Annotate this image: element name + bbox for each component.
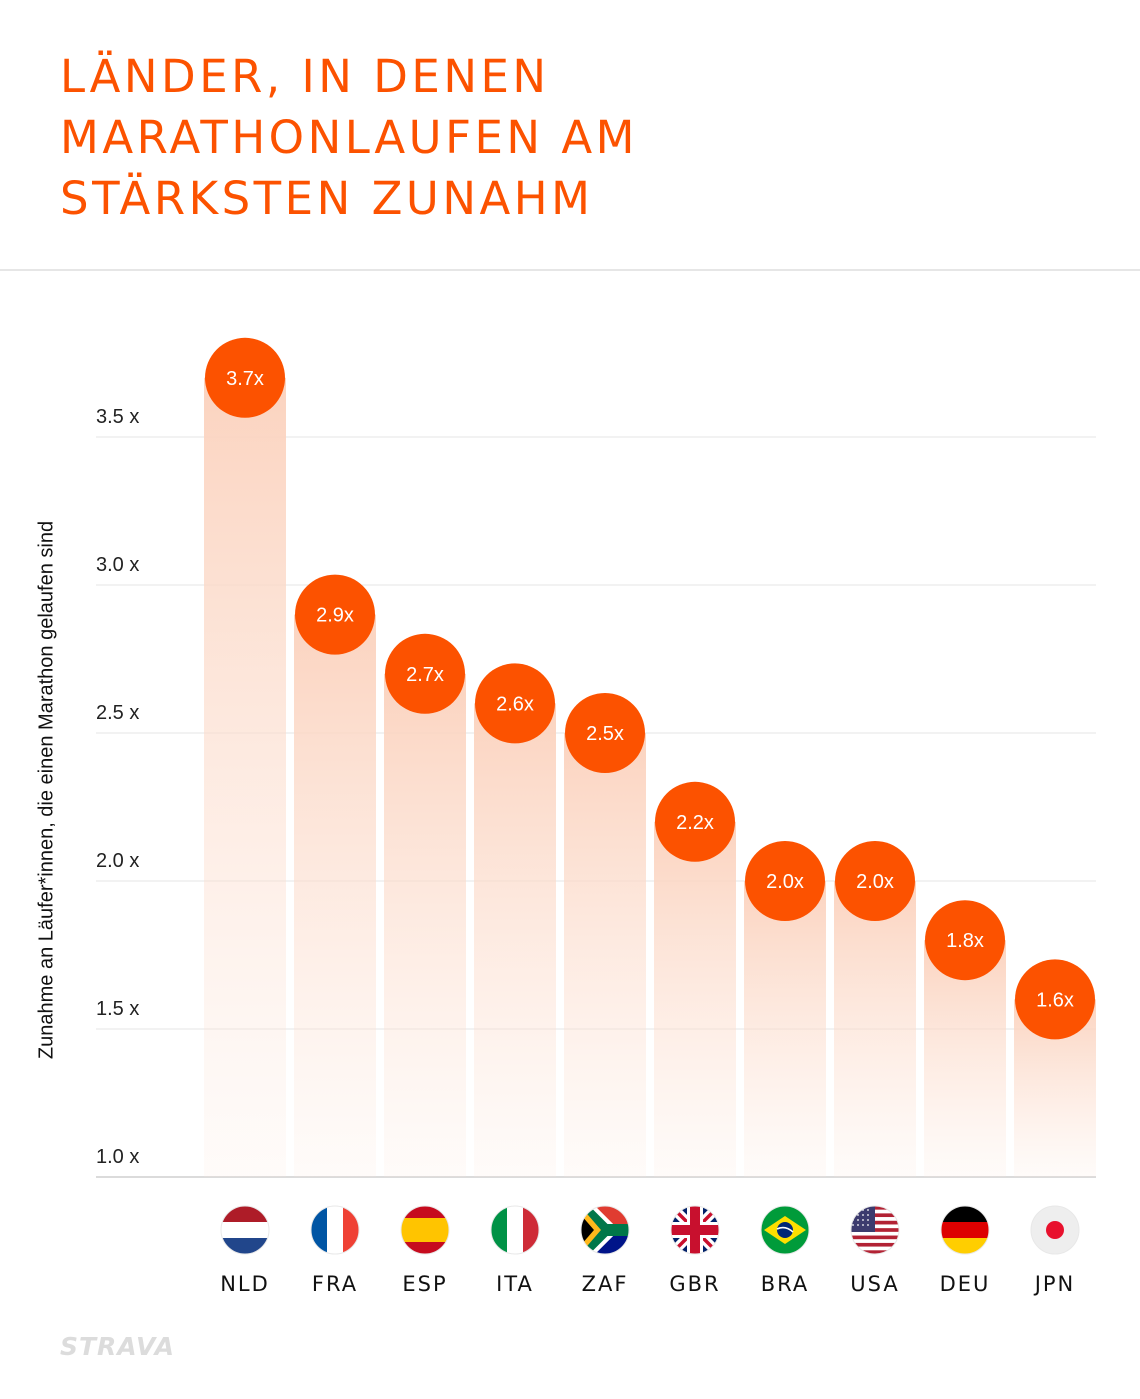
flag-zaf-icon xyxy=(580,1205,630,1255)
value-label: 1.6x xyxy=(1036,989,1074,1011)
bar xyxy=(204,377,286,1177)
value-label: 2.6x xyxy=(496,693,534,715)
country-labels: NLD FRA ESP ITA ZAF GBR BRA USA DEU JPN xyxy=(220,1272,1076,1296)
bar xyxy=(474,703,556,1177)
value-bubble xyxy=(835,841,915,921)
value-bubble xyxy=(295,574,375,655)
y-ticks: 1.0 x 1.5 x 2.0 x 2.5 x 3.0 x 3.5 x xyxy=(96,406,139,1168)
value-label: 2.5x xyxy=(586,723,624,745)
value-bubble xyxy=(385,633,465,714)
country-label: GBR xyxy=(669,1272,720,1296)
bar xyxy=(564,733,646,1177)
value-bubble xyxy=(565,693,645,773)
value-label: 1.8x xyxy=(946,930,984,952)
country-label: DEU xyxy=(940,1272,991,1296)
country-label: NLD xyxy=(220,1272,270,1296)
bar xyxy=(654,821,736,1177)
value-bubble xyxy=(1015,959,1095,1040)
y-tick-label: 2.5 x xyxy=(96,702,139,724)
value-label: 2.7x xyxy=(406,664,444,686)
country-label: ITA xyxy=(496,1272,534,1296)
flag-jpn-icon xyxy=(1030,1205,1080,1255)
value-bubble xyxy=(655,781,735,862)
y-tick-label: 1.5 x xyxy=(96,998,139,1020)
bar xyxy=(384,673,466,1177)
country-label: FRA xyxy=(312,1272,358,1296)
y-tick-label: 2.0 x xyxy=(96,850,139,872)
value-bubble xyxy=(205,337,285,418)
bar xyxy=(744,881,826,1177)
value-label: 2.0x xyxy=(856,871,894,893)
value-bubbles: 3.7x 2.9x 2.7x 2.6x 2.5x 2.2x 2.0x 2.0x 1.8x 1.6x xyxy=(205,337,1095,1040)
flag-deu-icon xyxy=(940,1205,990,1255)
value-label: 2.9x xyxy=(316,605,354,627)
country-label: ZAF xyxy=(582,1272,629,1296)
header-divider xyxy=(0,269,1140,271)
value-bubble xyxy=(475,663,555,744)
flag-ita-icon xyxy=(490,1205,540,1255)
country-label: USA xyxy=(850,1272,899,1296)
country-flags xyxy=(220,1205,1080,1255)
flag-gbr-icon xyxy=(670,1205,720,1255)
flag-nld-icon xyxy=(220,1205,270,1255)
strava-logo: STRAVA xyxy=(60,1332,175,1361)
y-tick-label: 3.5 x xyxy=(96,406,139,428)
value-bubble xyxy=(745,841,825,921)
flag-bra-icon xyxy=(760,1205,810,1255)
bars xyxy=(204,377,1096,1177)
value-bubble xyxy=(925,900,1005,981)
flag-esp-icon xyxy=(400,1205,450,1255)
chart-title: LÄNDER, IN DENEN MARATHONLAUFEN AM STÄRK… xyxy=(60,50,638,225)
value-label: 2.0x xyxy=(766,871,804,893)
country-label: ESP xyxy=(402,1272,447,1296)
y-tick-label: 1.0 x xyxy=(96,1146,139,1168)
country-label: BRA xyxy=(761,1272,810,1296)
country-label: JPN xyxy=(1033,1272,1076,1296)
value-label: 3.7x xyxy=(226,368,264,390)
bar xyxy=(294,614,376,1177)
y-tick-label: 3.0 x xyxy=(96,554,139,576)
flag-usa-icon xyxy=(850,1205,900,1255)
flag-fra-icon xyxy=(310,1205,360,1255)
bar xyxy=(834,881,916,1177)
value-label: 2.2x xyxy=(676,812,714,834)
